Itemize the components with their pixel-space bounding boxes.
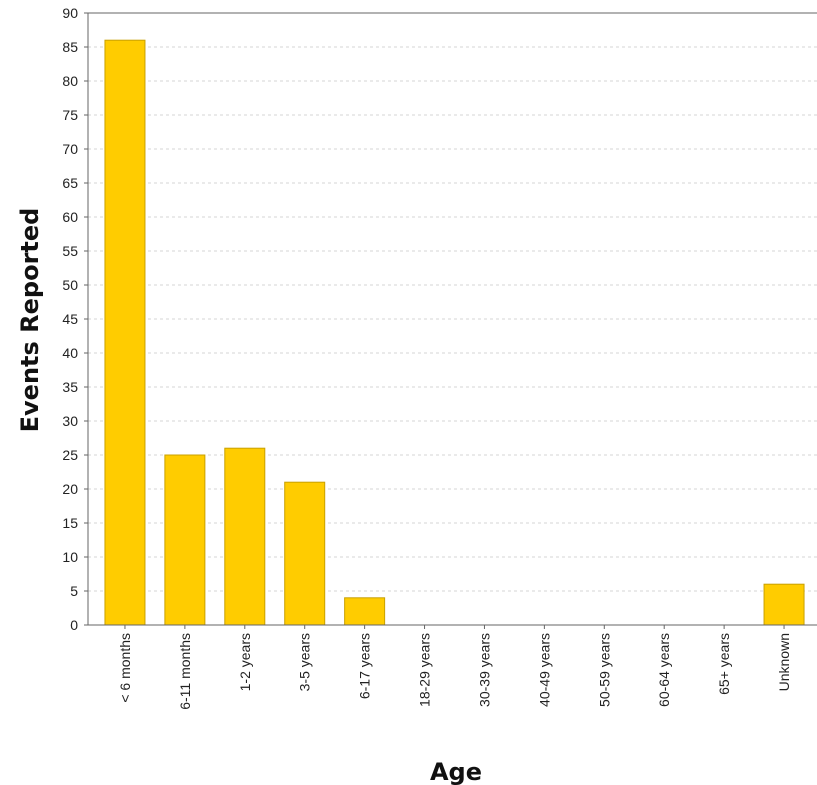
bar (344, 597, 386, 626)
y-tick-label: 75 (62, 107, 78, 123)
y-axis-title: Events Reported (16, 208, 44, 433)
y-tick-label: 20 (62, 481, 78, 497)
x-tick-label: Unknown (776, 633, 792, 691)
x-tick-label: < 6 months (117, 633, 133, 703)
x-tick-label: 6-11 months (177, 633, 193, 710)
y-tick-label: 85 (62, 39, 78, 55)
y-tick-label: 90 (62, 5, 78, 21)
y-tick-label: 50 (62, 277, 78, 293)
bar (164, 454, 206, 626)
y-tick-label: 5 (70, 583, 78, 599)
x-tick-label: 40-49 years (536, 633, 552, 707)
gridlines (88, 46, 817, 592)
x-tick-label: 30-39 years (476, 633, 492, 707)
y-tick-label: 40 (62, 345, 78, 361)
y-tick-label: 60 (62, 209, 78, 225)
y-tick-label: 80 (62, 73, 78, 89)
x-tick-label: 60-64 years (656, 633, 672, 707)
y-tick-label: 30 (62, 413, 78, 429)
x-axis-ticks: < 6 months 6-11 months 1-2 years 3-5 years 6… (117, 625, 792, 710)
x-tick-label: 65+ years (716, 633, 732, 695)
x-tick-label: 18-29 years (417, 633, 433, 707)
x-axis-title: Age (430, 758, 482, 785)
y-axis-ticks: 0 5 10 15 20 25 30 35 40 45 50 55 60 65 70 75 80 85 90 (62, 5, 88, 633)
x-tick-label: 3-5 years (297, 633, 313, 691)
y-tick-label: 65 (62, 175, 78, 191)
x-tick-label: 6-17 years (357, 633, 373, 699)
y-tick-label: 10 (62, 549, 78, 565)
x-tick-label: 50-59 years (596, 633, 612, 707)
bar (104, 39, 146, 626)
y-tick-label: 25 (62, 447, 78, 463)
y-tick-label: 15 (62, 515, 78, 531)
x-tick-label: 1-2 years (237, 633, 253, 691)
y-tick-label: 35 (62, 379, 78, 395)
y-tick-label: 70 (62, 141, 78, 157)
y-tick-label: 0 (70, 617, 78, 633)
y-tick-label: 55 (62, 243, 78, 259)
y-tick-label: 45 (62, 311, 78, 327)
bars (104, 39, 805, 626)
bar (224, 447, 266, 626)
bar (763, 583, 805, 626)
bar (284, 481, 326, 626)
